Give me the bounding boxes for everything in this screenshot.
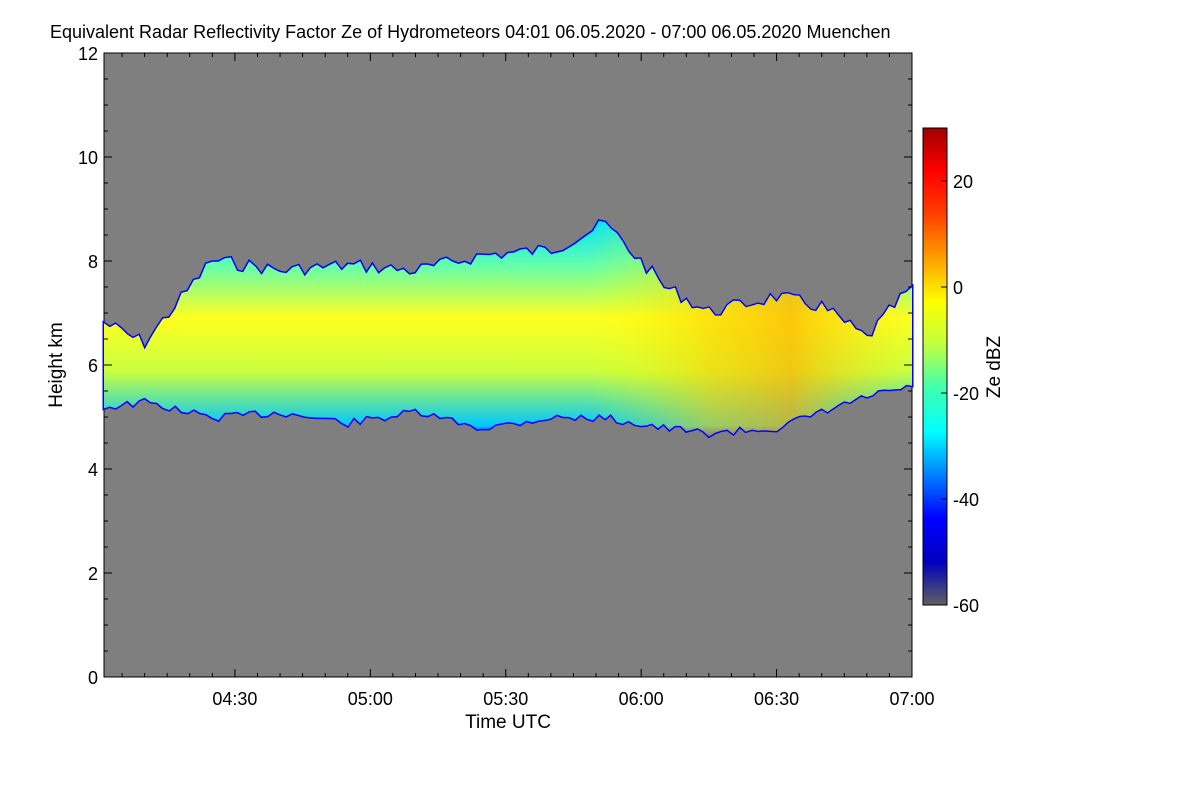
x-tick-label: 04:30 bbox=[212, 689, 257, 709]
colorbar-tick-label: -60 bbox=[953, 596, 979, 616]
colorbar-tick-label: -20 bbox=[953, 384, 979, 404]
y-tick-label: 4 bbox=[88, 460, 98, 480]
colorbar-axis: 20 0 -20 -40 -60 bbox=[941, 172, 979, 616]
colorbar-tick-label: -40 bbox=[953, 490, 979, 510]
y-axis: 0 2 4 6 8 10 12 bbox=[78, 44, 912, 688]
y-tick-label: 2 bbox=[88, 564, 98, 584]
colorbar-tick-label: 0 bbox=[953, 278, 963, 298]
x-tick-label: 05:30 bbox=[483, 689, 528, 709]
x-tick-label: 07:00 bbox=[889, 689, 934, 709]
y-tick-label: 12 bbox=[78, 44, 98, 64]
x-tick-label: 05:00 bbox=[348, 689, 393, 709]
echo-core bbox=[104, 220, 912, 437]
y-axis-title: Height km bbox=[46, 322, 67, 408]
y-tick-label: 6 bbox=[88, 356, 98, 376]
colorbar-tick-label: 20 bbox=[953, 172, 973, 192]
x-axis-title: Time UTC bbox=[465, 712, 551, 733]
x-tick-label: 06:00 bbox=[619, 689, 664, 709]
y-tick-label: 0 bbox=[88, 668, 98, 688]
y-tick-label: 10 bbox=[78, 148, 98, 168]
colorbar-title: Ze dBZ bbox=[984, 335, 1005, 398]
y-tick-label: 8 bbox=[88, 252, 98, 272]
x-tick-label: 06:30 bbox=[754, 689, 799, 709]
chart-title: Equivalent Radar Reflectivity Factor Ze … bbox=[50, 22, 891, 42]
x-axis: 04:30 05:00 05:30 06:00 06:30 07:00 bbox=[121, 53, 935, 709]
echo-layer bbox=[102, 219, 914, 439]
colorbar bbox=[922, 127, 948, 606]
